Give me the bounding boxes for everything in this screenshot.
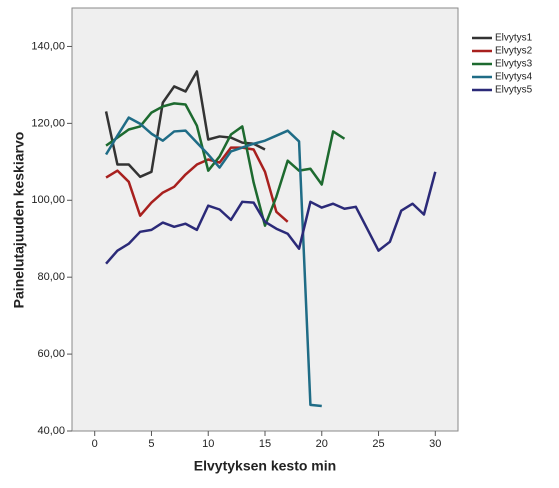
x-tick-label: 0 bbox=[92, 438, 98, 450]
legend-label: Elvytys5 bbox=[495, 85, 533, 96]
x-tick-label: 15 bbox=[259, 438, 271, 450]
series-line bbox=[104, 70, 266, 179]
legend-label: Elvytys1 bbox=[495, 33, 533, 44]
x-tick-label: 5 bbox=[148, 438, 154, 450]
legend-label: Elvytys2 bbox=[495, 46, 533, 57]
y-tick-label: 100,00 bbox=[31, 194, 65, 206]
y-tick-label: 120,00 bbox=[31, 117, 65, 129]
series-line bbox=[104, 116, 322, 408]
x-tick-label: 30 bbox=[429, 438, 441, 450]
legend-label: Elvytys3 bbox=[495, 59, 533, 70]
x-tick-label: 25 bbox=[372, 438, 384, 450]
x-tick-label: 20 bbox=[316, 438, 328, 450]
y-tick-label: 40,00 bbox=[37, 425, 65, 437]
y-tick-label: 80,00 bbox=[37, 271, 65, 283]
x-axis-title: Elvytyksen kesto min bbox=[194, 458, 336, 474]
y-tick-label: 140,00 bbox=[31, 40, 65, 52]
y-axis-title: Painelutajuuden keskiarvo bbox=[11, 132, 27, 309]
series-line bbox=[105, 171, 437, 265]
legend-label: Elvytys4 bbox=[495, 72, 533, 83]
y-tick-label: 60,00 bbox=[37, 348, 65, 360]
series-line bbox=[105, 146, 289, 223]
series-line bbox=[105, 102, 346, 227]
x-tick-label: 10 bbox=[202, 438, 214, 450]
